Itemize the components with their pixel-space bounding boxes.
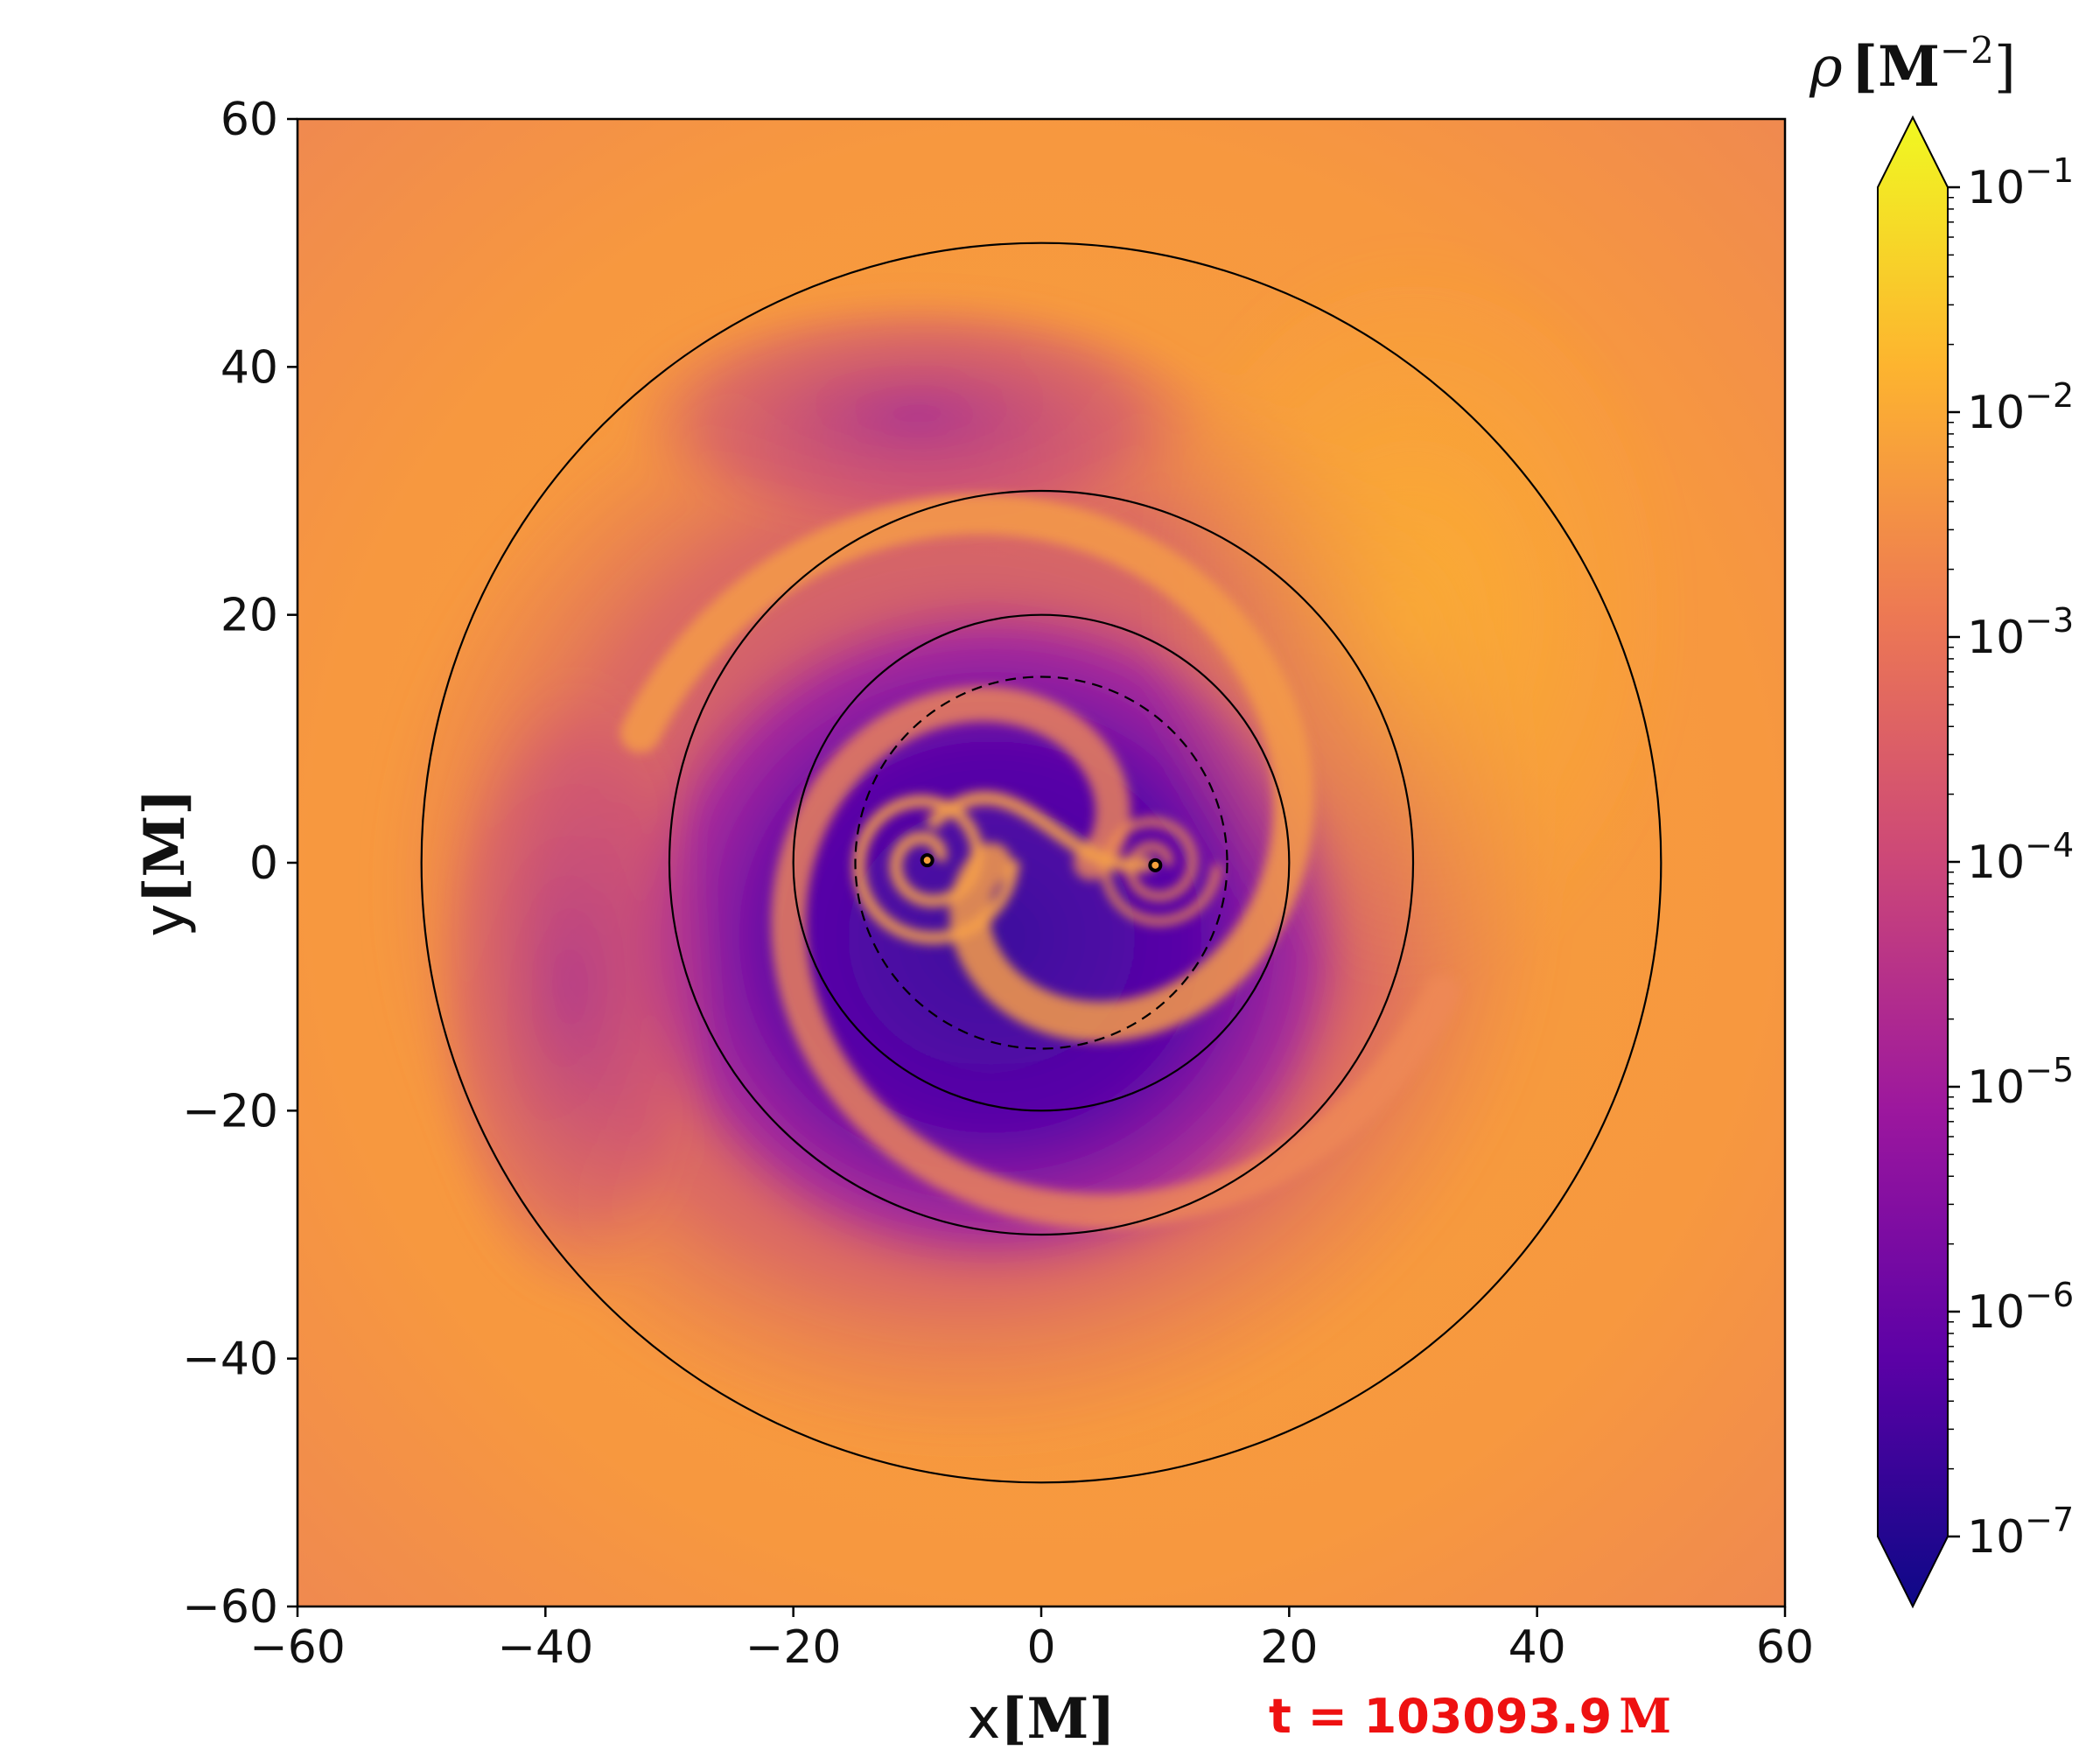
- y-tick-label: 40: [220, 341, 278, 394]
- black-hole-1: [920, 853, 934, 868]
- colorbar-label-close: ]: [1994, 35, 2016, 100]
- colorbar-tick-exponent: −2: [2025, 376, 2074, 415]
- bridge-stream: [924, 791, 1155, 873]
- colorbar-tick-exponent: −5: [2025, 1051, 2074, 1089]
- x-tick-label: 40: [1508, 1621, 1566, 1674]
- x-tick-label: 0: [1026, 1621, 1055, 1674]
- x-tick-label: 60: [1756, 1621, 1814, 1674]
- colorbar-bar: [1877, 115, 1949, 1609]
- colorbar-label-unit: [M: [1852, 34, 1940, 100]
- y-axis-ticks: 60 40 20 0 −20 −40 −60: [182, 94, 298, 1634]
- colorbar-tick-label: 10−5: [1967, 1051, 2074, 1114]
- time-annotation: t = 103093.9 M: [1269, 1688, 1671, 1744]
- colorbar-tick-base: 10: [1967, 162, 2025, 214]
- x-tick-label: −20: [746, 1621, 842, 1674]
- colorbar-tick-label: 10−3: [1967, 601, 2074, 664]
- colorbar-tick-base: 10: [1967, 1061, 2025, 1114]
- y-axis-label: y[M]: [132, 788, 198, 936]
- colorbar-tick-base: 10: [1967, 836, 2025, 889]
- colorbar-tick-exponent: −4: [2025, 826, 2074, 864]
- colorbar-tick-exponent: −7: [2025, 1501, 2074, 1539]
- time-value: t = 103093.9: [1269, 1689, 1612, 1744]
- colorbar-tick-label: 10−7: [1967, 1501, 2074, 1564]
- colorbar-tick-label: 10−1: [1967, 151, 2074, 214]
- colorbar-tick-label: 10−2: [1967, 376, 2074, 439]
- x-tick-label: −60: [249, 1621, 346, 1674]
- colorbar-ticks: 10−110−210−310−410−510−610−7: [1948, 151, 2074, 1564]
- colorbar-tick-base: 10: [1967, 1511, 2025, 1564]
- black-hole-markers: [920, 853, 1163, 872]
- y-tick-label: 20: [220, 590, 278, 642]
- colorbar-label-exp: −2: [1940, 29, 1994, 72]
- x-axis-ticks: −60 −40 −20 0 20 40 60: [249, 1606, 1814, 1674]
- reference-circle-r15: [854, 676, 1228, 1050]
- colorbar-tick-base: 10: [1967, 387, 2025, 439]
- colorbar-label: ρ [M−2]: [1809, 29, 2016, 100]
- colorbar-tick-exponent: −1: [2025, 151, 2074, 190]
- x-tick-label: −40: [497, 1621, 593, 1674]
- colorbar-tick-label: 10−6: [1967, 1276, 2074, 1339]
- colorbar-tick-base: 10: [1967, 1286, 2025, 1339]
- x-axis-label: x[M]: [967, 1686, 1115, 1750]
- time-unit: M: [1619, 1688, 1671, 1744]
- x-axis-var: x: [967, 1687, 1000, 1750]
- reference-circle-r50: [420, 242, 1662, 1484]
- colorbar: 10−110−210−310−410−510−610−7: [1877, 115, 2074, 1609]
- y-tick-label: 0: [249, 837, 278, 890]
- colorbar-label-var: ρ: [1809, 35, 1843, 100]
- x-axis-unit: [M]: [1000, 1686, 1115, 1750]
- left-stream: [421, 664, 719, 1309]
- y-tick-label: −20: [182, 1085, 278, 1138]
- black-hole-2: [1148, 858, 1163, 872]
- minidisk-right: [1101, 817, 1222, 926]
- spiral-arm-1: [620, 494, 1314, 1042]
- x-tick-label: 20: [1260, 1621, 1318, 1674]
- colorbar-tick-exponent: −6: [2025, 1276, 2074, 1314]
- colorbar-tick-label: 10−4: [1967, 826, 2074, 889]
- y-axis-unit: [M]: [132, 788, 198, 903]
- colorbar-tick-exponent: −3: [2025, 601, 2074, 640]
- y-tick-label: −60: [182, 1581, 278, 1634]
- spiral-arm-2: [771, 686, 1460, 1229]
- reference-circles: [420, 242, 1662, 1484]
- y-tick-label: −40: [182, 1334, 278, 1386]
- upper-left-stream: [620, 292, 1215, 541]
- minidisk-left: [852, 794, 1020, 944]
- y-tick-label: 60: [220, 94, 278, 146]
- density-heatmap: [298, 119, 1785, 1606]
- reference-circle-r30: [668, 489, 1415, 1236]
- reference-circle-r20: [792, 613, 1291, 1112]
- y-axis-var: y: [133, 904, 198, 937]
- colorbar-tick-base: 10: [1967, 612, 2025, 664]
